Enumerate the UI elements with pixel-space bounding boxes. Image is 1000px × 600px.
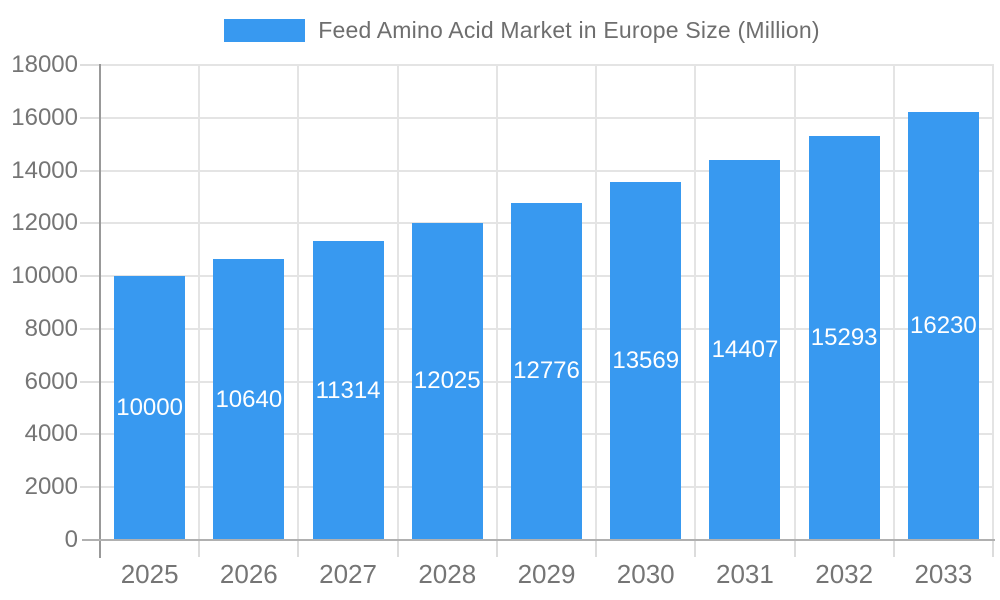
- bar[interactable]: [312, 241, 384, 540]
- x-gridline: [793, 64, 796, 540]
- y-gridline: [100, 64, 993, 66]
- y-axis-tick-label: 12000: [11, 209, 78, 237]
- bar-value-label: 12776: [513, 357, 580, 385]
- x-axis-tick-label: 2029: [517, 559, 576, 589]
- x-gridline: [495, 64, 498, 540]
- y-axis-tick: [80, 222, 100, 225]
- bar-value-label: 11314: [315, 376, 381, 404]
- y-gridline: [100, 116, 993, 119]
- bar[interactable]: [808, 136, 880, 540]
- x-axis-tick-label: 2025: [120, 559, 179, 589]
- x-axis-tick: [198, 540, 201, 557]
- x-gridline: [396, 64, 399, 540]
- x-axis-line: [82, 539, 995, 541]
- x-axis-tick-label: 2030: [616, 559, 675, 589]
- y-axis-tick-label: 16000: [11, 103, 78, 131]
- x-gridline: [595, 64, 598, 540]
- bar[interactable]: [709, 159, 781, 540]
- bar[interactable]: [511, 202, 582, 540]
- y-axis-tick-label: 2000: [24, 473, 78, 501]
- x-axis-tick: [495, 540, 498, 557]
- y-axis-tick-label: 18000: [11, 51, 78, 78]
- bar-value-label: 10000: [116, 394, 183, 422]
- bar[interactable]: [114, 276, 186, 540]
- bar-value-label: 13569: [612, 346, 680, 374]
- x-gridline: [198, 64, 201, 540]
- y-axis-tick: [80, 275, 100, 278]
- y-axis-tick: [80, 116, 100, 119]
- x-gridline: [297, 64, 300, 540]
- legend-label: Feed Amino Acid Market in Europe Size (M…: [318, 17, 820, 43]
- bar[interactable]: [411, 222, 483, 540]
- bar-value-label: 14407: [711, 335, 779, 363]
- x-gridline: [694, 64, 697, 540]
- x-gridline: [892, 64, 895, 540]
- y-axis-tick-label: 4000: [24, 420, 78, 448]
- bar[interactable]: [213, 259, 285, 540]
- y-axis-line: [99, 64, 101, 558]
- x-axis-tick: [892, 540, 895, 557]
- y-axis-tick-label: 10000: [11, 262, 78, 290]
- y-gridline: [100, 169, 993, 172]
- y-axis-tick-label: 14000: [11, 156, 78, 184]
- bar-value-label: 16230: [910, 311, 977, 339]
- legend-swatch-icon: [224, 19, 306, 42]
- y-axis-tick-label: 8000: [24, 314, 78, 342]
- y-axis-tick: [80, 169, 100, 172]
- x-axis-tick: [595, 540, 598, 557]
- y-axis-tick-label: 0: [64, 526, 78, 553]
- x-axis-tick-label: 2026: [219, 559, 278, 589]
- bar-value-label: 10640: [215, 385, 283, 413]
- x-axis-tick-label: 2032: [815, 559, 874, 589]
- x-axis-tick: [793, 540, 796, 557]
- x-axis-tick: [396, 540, 399, 557]
- y-axis-tick: [80, 64, 100, 66]
- x-axis-tick: [694, 540, 697, 557]
- y-axis-tick: [80, 433, 100, 436]
- x-axis-tick-label: 2033: [914, 559, 973, 589]
- bar-value-label: 12025: [413, 367, 481, 395]
- y-axis-tick: [80, 486, 100, 489]
- x-axis-tick: [992, 540, 994, 557]
- y-axis-tick-label: 6000: [24, 367, 78, 395]
- y-axis-tick: [80, 380, 100, 383]
- x-axis-tick-label: 2028: [418, 559, 477, 589]
- bar-value-label: 15293: [810, 324, 878, 352]
- x-axis-tick: [297, 540, 300, 557]
- legend[interactable]: Feed Amino Acid Market in Europe Size (M…: [22, 17, 1000, 44]
- x-axis-tick-label: 2027: [319, 559, 377, 589]
- x-gridline: [992, 64, 994, 540]
- bar[interactable]: [907, 111, 979, 540]
- bar[interactable]: [610, 181, 682, 540]
- x-axis-tick-label: 2031: [716, 559, 774, 589]
- y-axis-tick: [80, 327, 100, 330]
